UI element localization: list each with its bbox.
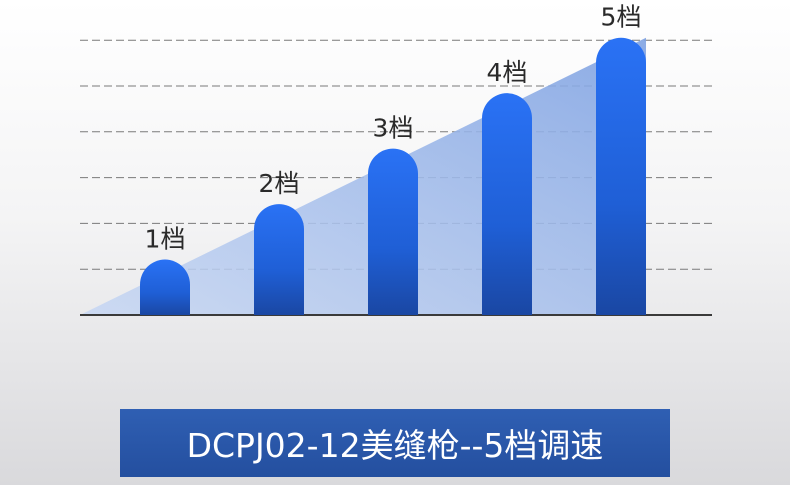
bar-label-5: 5档	[601, 3, 642, 32]
bar-2	[254, 204, 304, 315]
bar-label-3: 3档	[373, 114, 414, 143]
bar-3	[368, 148, 418, 315]
bar-4	[482, 93, 532, 315]
bars	[140, 37, 646, 316]
chart-title: DCPJ02-12美缝枪--5档调速	[186, 426, 604, 465]
bar-labels: 1档 2档 3档 4档 5档	[145, 3, 642, 254]
bar-5	[596, 37, 646, 316]
title-banner: DCPJ02-12美缝枪--5档调速	[120, 409, 670, 477]
bar-label-4: 4档	[487, 58, 528, 87]
bar-1	[140, 259, 190, 315]
speed-levels-chart: 1档 2档 3档 4档 5档	[80, 3, 712, 316]
bar-label-1: 1档	[145, 225, 186, 254]
bar-label-2: 2档	[259, 169, 300, 198]
